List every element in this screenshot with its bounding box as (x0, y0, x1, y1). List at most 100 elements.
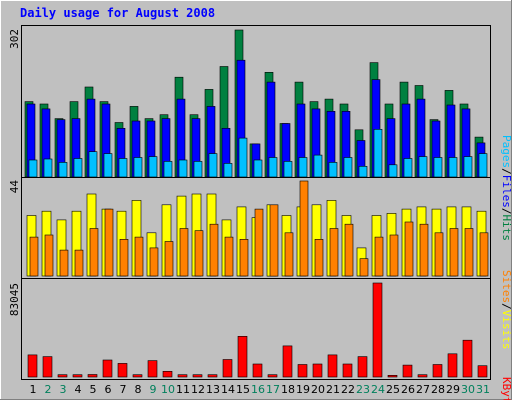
pages-bar (328, 162, 338, 178)
pages-bar (238, 137, 248, 178)
kbytes-bar (72, 374, 83, 378)
x-tick-label: 6 (105, 383, 112, 396)
kbytes-bar (387, 374, 398, 378)
kbytes-bar (477, 365, 488, 378)
sites-bar (419, 223, 429, 277)
pages-bar (478, 153, 488, 178)
kbytes-bar (402, 364, 413, 378)
pages-bar (358, 166, 368, 178)
sites-bar (239, 239, 249, 277)
legend-pages: Pages (500, 135, 512, 168)
sites-bar (389, 234, 399, 277)
x-tick-label: 8 (135, 383, 142, 396)
kbytes-bar (27, 354, 38, 378)
pages-bar (418, 156, 428, 178)
kbytes-bar (447, 353, 458, 378)
legend-files: Files (500, 175, 512, 208)
kbytes-bar (312, 363, 323, 378)
x-tick-label: 27 (416, 383, 430, 396)
x-tick-label: 4 (75, 383, 82, 396)
sites-bar (464, 228, 474, 277)
kbytes-bar (282, 345, 293, 378)
x-tick-label: 5 (90, 383, 97, 396)
visits-ymax-label: 44 (8, 180, 21, 194)
pages-bar (268, 157, 278, 178)
sites-bar (254, 208, 264, 277)
legend-visits: Visits (500, 310, 512, 350)
x-tick-label: 23 (356, 383, 370, 396)
pages-bar (73, 158, 83, 178)
kbytes-bar (57, 374, 68, 378)
sites-bar (164, 241, 174, 277)
pages-bar (223, 163, 233, 178)
pages-bar (373, 129, 383, 178)
legend-separator: / (500, 208, 512, 215)
legend-kbytes-block: KBytes (500, 377, 512, 400)
chart-title: Daily usage for August 2008 (20, 6, 215, 20)
pages-bar (283, 161, 293, 178)
x-tick-label: 11 (176, 383, 190, 396)
kbytes-bar (267, 374, 278, 378)
kbytes-bar (417, 374, 428, 378)
kbytes-bar (117, 363, 128, 378)
kbytes-bar (252, 363, 263, 378)
kbytes-bar (177, 374, 188, 378)
kbytes-ymax-label: 83045 (8, 283, 21, 316)
x-tick-label: 10 (161, 383, 175, 396)
sites-bar (209, 223, 219, 277)
kbytes-bar (147, 360, 158, 378)
legend-separator: / (500, 303, 512, 310)
sites-bar (29, 236, 39, 277)
legend-sites: Sites (500, 270, 512, 303)
pages-bar (463, 156, 473, 178)
hits-ymax-label: 302 (8, 29, 21, 49)
sites-bar (269, 204, 279, 277)
legend-separator: / (500, 168, 512, 175)
x-tick-label: 20 (311, 383, 325, 396)
kbytes-bar (192, 374, 203, 378)
x-tick-label: 12 (191, 383, 205, 396)
legend-hits-files-pages: Pages/Files/Hits (500, 135, 512, 241)
x-tick-label: 3 (60, 383, 67, 396)
sites-bar (149, 247, 159, 277)
sites-bar (434, 232, 444, 277)
sites-bar (134, 236, 144, 277)
pages-bar (448, 157, 458, 178)
x-tick-label: 28 (431, 383, 445, 396)
pages-bar (28, 159, 38, 178)
x-tick-label: 21 (326, 383, 340, 396)
pages-bar (388, 164, 398, 178)
pages-bar (103, 153, 113, 178)
kbytes-bar (357, 356, 368, 378)
kbytes-bar (87, 374, 98, 378)
sites-bar (479, 232, 489, 277)
sites-bar (344, 223, 354, 277)
x-tick-label: 13 (206, 383, 220, 396)
sites-bar (179, 228, 189, 277)
pages-bar (298, 157, 308, 178)
legend-visits-sites: Sites/Visits (500, 270, 512, 350)
kbytes-bar (207, 374, 218, 378)
pages-bar (313, 154, 323, 178)
pages-bar (43, 158, 53, 178)
sites-bar (329, 228, 339, 277)
pages-bar (343, 157, 353, 178)
x-tick-label: 30 (461, 383, 475, 396)
x-tick-label: 19 (296, 383, 310, 396)
pages-bar (163, 161, 173, 178)
x-tick-label: 16 (251, 383, 265, 396)
sites-bar (74, 249, 84, 277)
x-tick-label: 29 (446, 383, 460, 396)
x-tick-label: 9 (150, 383, 157, 396)
kbytes-bar (297, 364, 308, 378)
x-tick-label: 1 (30, 383, 37, 396)
pages-bar (58, 162, 68, 178)
sites-bar (59, 249, 69, 277)
kbytes-bar (162, 370, 173, 378)
kbytes-bar (432, 364, 443, 378)
kbytes-bar (42, 356, 53, 378)
kbytes-bar (462, 339, 473, 378)
kbytes-bar (132, 374, 143, 378)
x-tick-label: 25 (386, 383, 400, 396)
